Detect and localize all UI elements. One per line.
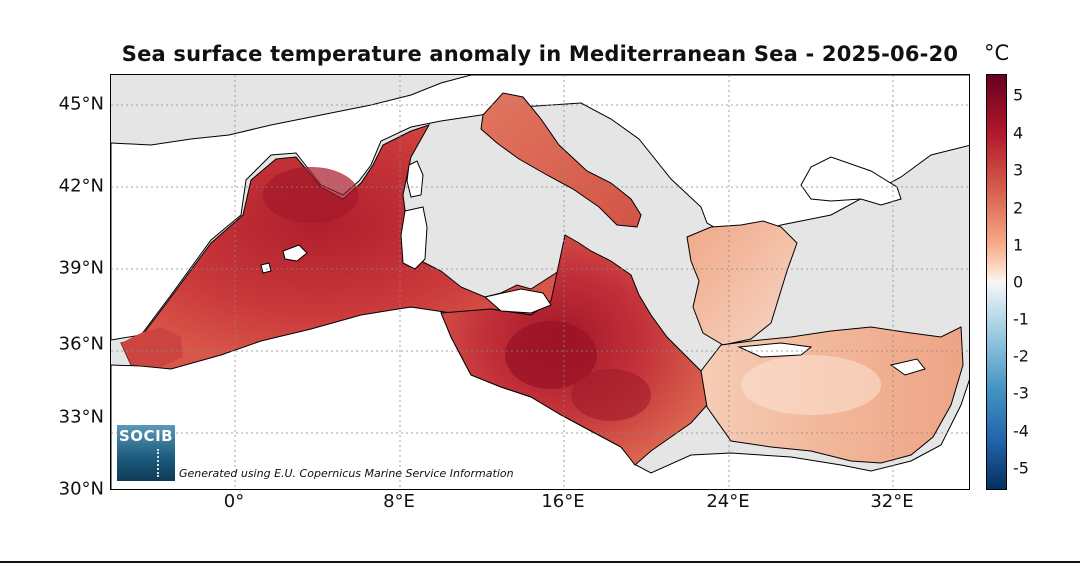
socib-logo-mark	[157, 449, 161, 477]
colorbar-tick: 2	[1013, 198, 1024, 218]
colorbar-unit: °C	[984, 41, 1010, 65]
colorbar-tick: 1	[1013, 235, 1024, 255]
western-med-anomaly	[120, 124, 560, 370]
adriatic-sea-anomaly	[480, 92, 642, 228]
anomaly-hotspots	[263, 167, 881, 421]
crete-cyprus	[737, 342, 926, 376]
map-canvas	[111, 75, 969, 489]
corsica-sardinia	[400, 160, 428, 270]
socib-logo-text: SOCIB	[119, 427, 174, 445]
copernicus-credit: Generated using E.U. Copernicus Marine S…	[179, 467, 514, 480]
lat-tick-30n: 30°N	[58, 478, 104, 500]
balearic-islands	[260, 244, 308, 274]
lat-tick-39n: 39°N	[58, 257, 104, 279]
lon-tick-8e: 8°E	[383, 491, 415, 512]
lat-tick-45n: 45°N	[58, 93, 104, 115]
lon-tick-32e: 32°E	[870, 491, 914, 512]
colorbar-tick: 4	[1013, 123, 1024, 143]
lon-tick-16e: 16°E	[541, 491, 585, 512]
lat-tick-36n: 36°N	[58, 333, 104, 355]
lat-tick-42n: 42°N	[58, 175, 104, 197]
lat-tick-33n: 33°N	[58, 406, 104, 428]
colorbar-tick: 0	[1013, 272, 1024, 292]
aegean-sea-anomaly	[686, 220, 798, 346]
bottom-divider	[0, 561, 1080, 563]
colorbar-tick: -3	[1013, 383, 1029, 403]
colorbar-tick: -5	[1013, 458, 1029, 478]
colorbar-tick: -2	[1013, 346, 1029, 366]
graticule	[111, 75, 969, 489]
colorbar	[986, 74, 1007, 490]
colorbar-tick: -1	[1013, 309, 1029, 329]
sicily	[483, 288, 552, 314]
map-title: Sea surface temperature anomaly in Medit…	[121, 42, 959, 66]
sst-anomaly-map	[110, 74, 970, 490]
colorbar-tick: -4	[1013, 421, 1029, 441]
lon-tick-24e: 24°E	[706, 491, 750, 512]
lon-tick-0: 0°	[223, 491, 245, 512]
alboran-sea-anomaly	[121, 327, 183, 367]
colorbar-tick: 5	[1013, 85, 1024, 105]
socib-logo: SOCIB	[117, 425, 175, 481]
colorbar-tick: 3	[1013, 160, 1024, 180]
